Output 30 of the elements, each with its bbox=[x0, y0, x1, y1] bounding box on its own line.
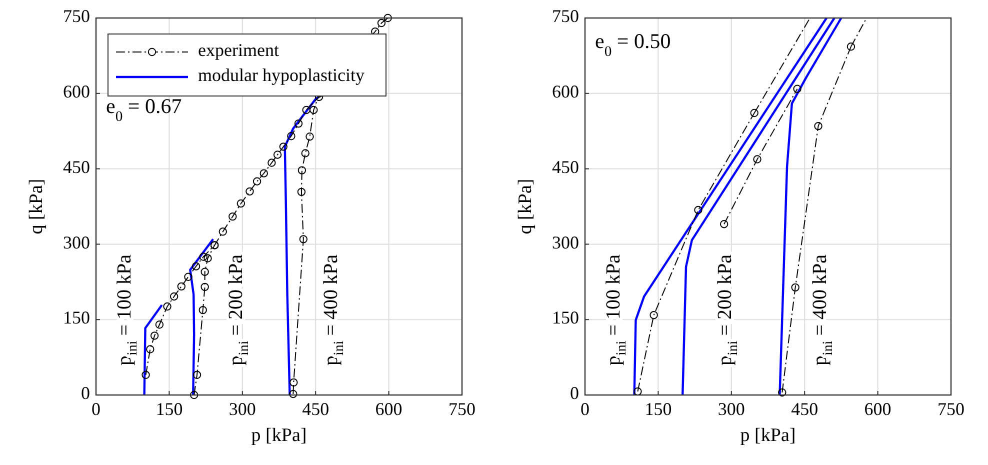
y-tick-label: 750 bbox=[552, 6, 579, 26]
legend-label: experiment bbox=[198, 40, 279, 60]
x-tick-label: 150 bbox=[156, 399, 183, 419]
x-tick-label: 450 bbox=[791, 399, 818, 419]
y-tick-label: 0 bbox=[570, 383, 579, 404]
x-axis-title: p [kPa] bbox=[251, 425, 307, 446]
y-tick-label: 0 bbox=[81, 383, 90, 404]
y-axis-title: q [kPa] bbox=[515, 178, 536, 234]
x-tick-label: 300 bbox=[718, 399, 745, 419]
y-tick-label: 150 bbox=[63, 308, 90, 328]
x-tick-label: 150 bbox=[644, 399, 672, 419]
y-axis-title: q [kPa] bbox=[26, 178, 47, 234]
x-tick-label: 750 bbox=[938, 399, 964, 419]
x-tick-label: 600 bbox=[864, 399, 892, 419]
y-tick-label: 450 bbox=[63, 156, 90, 177]
y-tick-label: 600 bbox=[552, 82, 579, 102]
x-tick-label: 300 bbox=[228, 399, 256, 419]
y-tick-label: 300 bbox=[552, 232, 579, 252]
annotation: e$_{0}$ = 0.67 bbox=[106, 94, 182, 125]
x-tick-label: 750 bbox=[448, 399, 476, 419]
x-tick-label: 450 bbox=[302, 399, 330, 419]
annotation: e$_{0}$ = 0.50 bbox=[595, 29, 671, 60]
y-tick-label: 600 bbox=[63, 82, 90, 102]
y-tick-label: 300 bbox=[63, 232, 90, 252]
legend-label: modular hypoplasticity bbox=[198, 65, 364, 86]
y-tick-label: 450 bbox=[552, 156, 579, 177]
y-tick-label: 150 bbox=[552, 308, 579, 328]
x-axis-title: p [kPa] bbox=[740, 425, 796, 446]
y-tick-label: 750 bbox=[63, 6, 90, 26]
x-tick-label: 600 bbox=[375, 399, 402, 419]
